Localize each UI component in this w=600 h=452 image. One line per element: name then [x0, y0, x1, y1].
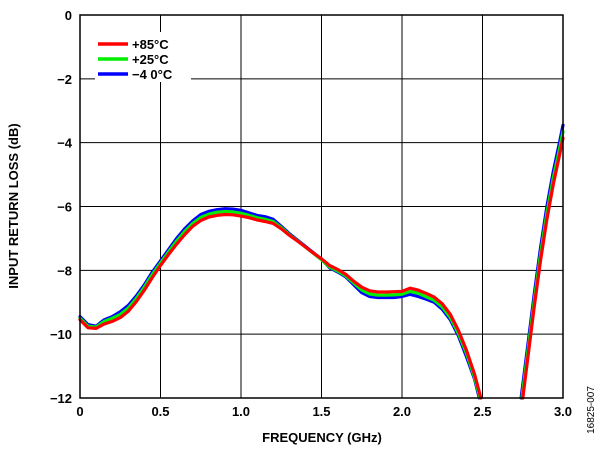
y-tick-label: −10 [50, 327, 72, 342]
y-axis-title: INPUT RETURN LOSS (dB) [6, 123, 21, 288]
x-tick-label: 1.0 [232, 404, 250, 419]
series-layer [78, 123, 565, 400]
y-tick-label: −2 [57, 72, 72, 87]
x-tick-label: 3.0 [554, 404, 572, 419]
x-tick-label: 0 [76, 404, 83, 419]
y-tick-label: 0 [65, 8, 72, 23]
legend-label-25c: +25°C [132, 52, 169, 67]
y-tick-label: −4 [57, 136, 73, 151]
y-tick-label: −12 [50, 391, 72, 406]
legend-label-85c: +85°C [132, 37, 169, 52]
legend-label-minus40c: −4 0°C [132, 67, 173, 82]
series-line [78, 210, 482, 400]
series-line [78, 207, 481, 400]
y-tick-label: −8 [57, 263, 72, 278]
x-tick-label: 0.5 [151, 404, 169, 419]
x-tick-label: 2.5 [473, 404, 491, 419]
series-line [78, 212, 483, 400]
legend: +85°C +25°C −4 0°C [95, 32, 191, 82]
series-line [521, 136, 565, 400]
tick-labels: 0 0.5 1.0 1.5 2.0 2.5 3.0 0 −2 −4 −6 −8 −10 −12 [50, 8, 572, 419]
x-axis-title: FREQUENCY (GHz) [262, 430, 382, 445]
figure-id: 16825-007 [586, 386, 597, 434]
x-tick-label: 2.0 [393, 404, 411, 419]
y-tick-label: −6 [57, 200, 72, 215]
plot-frame [79, 14, 564, 399]
series-2 [78, 136, 565, 400]
x-tick-label: 1.5 [312, 404, 330, 419]
